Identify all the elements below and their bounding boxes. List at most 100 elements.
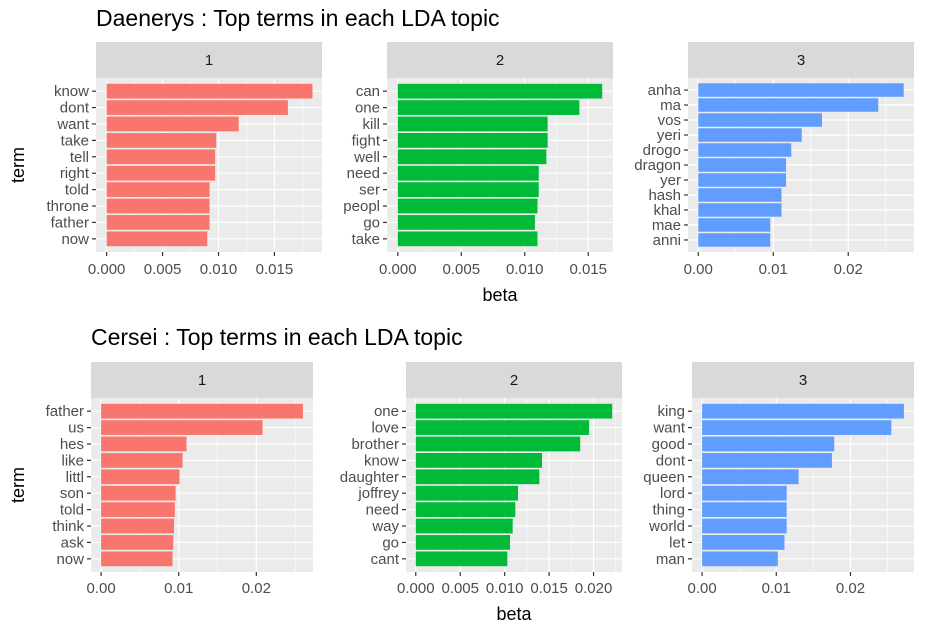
y-tick-label: told (60, 502, 84, 519)
y-axis-title: term (8, 467, 28, 503)
bar-can (397, 83, 603, 99)
x-tick-label: 0.005 (443, 261, 481, 278)
bar-father (106, 215, 210, 230)
y-tick-label: yeri (657, 127, 681, 144)
x-tick-label: 0.000 (88, 261, 126, 278)
bar-peopl (397, 198, 538, 214)
y-tick-label: need (366, 502, 399, 519)
bar-ma (698, 98, 879, 112)
bar-hes (101, 436, 187, 452)
x-tick-label: 0.01 (759, 261, 788, 278)
y-tick-label: know (364, 452, 399, 469)
y-tick-label: peopl (343, 198, 380, 215)
bar-yeri (698, 128, 802, 142)
y-tick-label: throne (46, 198, 89, 215)
y-tick-label: queen (643, 469, 685, 486)
bar-way (415, 518, 513, 534)
y-tick-label: king (657, 403, 685, 420)
x-tick-label: 0.010 (506, 261, 544, 278)
y-tick-label: us (68, 420, 84, 437)
bar-ask (101, 535, 174, 550)
x-tick-label: 0.02 (242, 580, 271, 597)
y-tick-label: one (355, 100, 380, 117)
y-tick-label: told (65, 182, 89, 199)
y-tick-label: way (371, 518, 399, 535)
y-tick-label: can (356, 83, 380, 100)
y-tick-label: think (52, 518, 84, 535)
bar-need (397, 165, 539, 181)
x-tick-label: 0.010 (486, 580, 524, 597)
facet-panel: 3 anhamavosyeridrogodragonyerhashkhalmaea… (634, 42, 914, 278)
x-tick-label: 0.00 (86, 580, 115, 597)
bar-now (106, 231, 208, 247)
y-tick-label: good (652, 436, 685, 453)
x-tick-label: 0.015 (256, 261, 294, 278)
bar-take (397, 231, 538, 247)
y-tick-label: fight (352, 132, 381, 149)
bar-father (101, 403, 303, 419)
facet-strip (91, 362, 313, 398)
bar-know (106, 83, 313, 99)
y-tick-label: littl (66, 469, 84, 486)
y-tick-label: lord (660, 485, 685, 502)
bar-cant (415, 551, 508, 567)
facet-strip (692, 362, 914, 398)
x-tick-label: 0.01 (762, 580, 791, 597)
y-tick-label: hash (648, 187, 681, 204)
y-tick-label: yer (660, 172, 681, 189)
facet-panel: 1fatherusheslikelittlsontoldthinkasknow0… (46, 362, 313, 597)
bar-go (397, 215, 535, 230)
y-tick-label: khal (653, 202, 681, 219)
y-tick-label: world (648, 518, 685, 535)
y-tick-label: cant (371, 551, 400, 568)
facet-strip (688, 42, 914, 78)
bar-one (415, 403, 613, 419)
facet-strip (387, 42, 613, 78)
x-axis-title: beta (496, 604, 532, 624)
chart-title: Cersei : Top terms in each LDA topic (91, 324, 463, 350)
bar-daughter (415, 469, 540, 485)
facet-strip-label: 3 (799, 372, 807, 389)
y-tick-label: drogo (643, 142, 681, 159)
y-tick-label: tell (70, 149, 89, 166)
facet-panel: 3 kingwantgooddontqueenlordthingworldletm… (643, 362, 914, 597)
bar-love (415, 420, 590, 435)
bar-good (702, 436, 835, 452)
y-tick-label: take (61, 132, 89, 149)
bar-vos (698, 113, 822, 127)
bar-dont (106, 100, 288, 115)
bar-told (106, 182, 210, 197)
bar-thing (702, 502, 787, 517)
y-tick-label: well (353, 149, 380, 166)
bar-khal (698, 203, 782, 217)
y-tick-label: anni (653, 232, 681, 249)
y-tick-label: joffrey (357, 485, 399, 502)
y-tick-label: mae (652, 217, 681, 234)
bar-fight (397, 133, 548, 148)
y-tick-label: man (656, 551, 685, 568)
y-tick-label: dragon (634, 157, 681, 174)
y-tick-label: one (374, 403, 399, 420)
y-tick-label: dont (656, 452, 686, 469)
bar-throne (106, 198, 210, 214)
y-tick-label: vos (658, 112, 681, 129)
y-tick-label: father (51, 214, 89, 231)
bar-dont (702, 453, 832, 468)
y-tick-label: need (347, 165, 380, 182)
x-tick-label: 0.015 (530, 580, 568, 597)
facet-panel: 1 knowdontwanttaketellrighttoldthronefath… (46, 42, 322, 278)
y-tick-label: ma (660, 97, 681, 114)
x-tick-label: 0.00 (684, 261, 713, 278)
bar-son (101, 485, 176, 501)
y-tick-label: anha (648, 82, 682, 99)
bar-littl (101, 469, 180, 485)
bar-want (702, 420, 892, 435)
y-tick-label: father (46, 403, 84, 420)
bar-kill (397, 116, 548, 132)
facet-strip-label: 2 (496, 52, 504, 69)
facet-strip-label: 1 (205, 52, 213, 69)
y-axis-title: term (8, 147, 28, 183)
y-tick-label: know (54, 83, 89, 100)
facet-panel: 2 onelovebrotherknowdaughterjoffreyneedwa… (340, 362, 622, 597)
bar-man (702, 551, 778, 567)
